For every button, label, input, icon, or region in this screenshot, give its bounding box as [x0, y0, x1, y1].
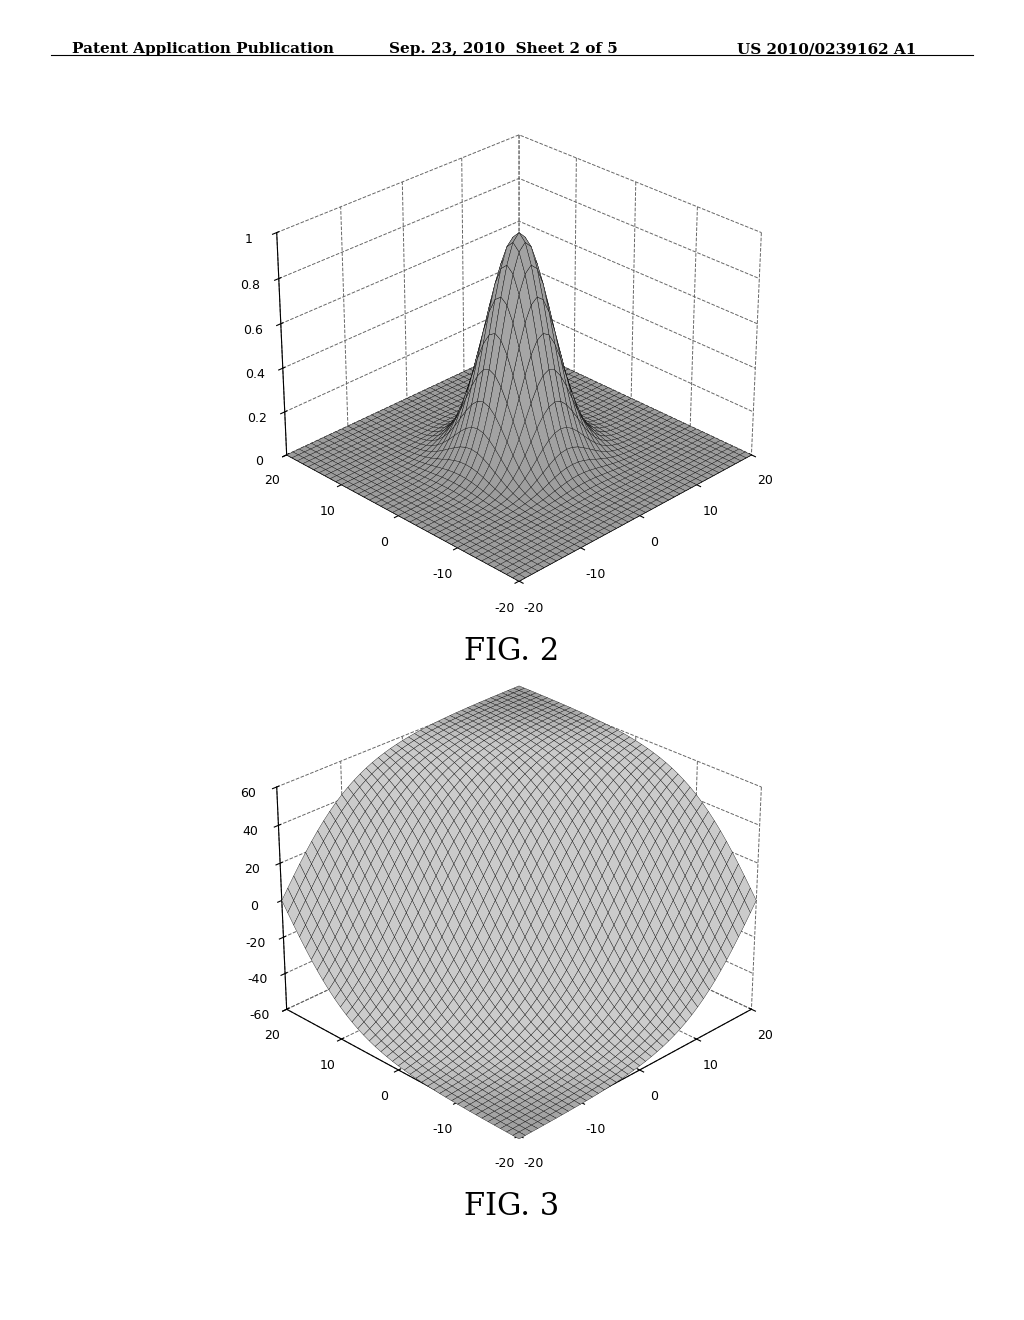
Text: FIG. 2: FIG. 2 [464, 636, 560, 667]
Text: Sep. 23, 2010  Sheet 2 of 5: Sep. 23, 2010 Sheet 2 of 5 [389, 42, 617, 57]
Text: US 2010/0239162 A1: US 2010/0239162 A1 [737, 42, 916, 57]
Text: Patent Application Publication: Patent Application Publication [72, 42, 334, 57]
Text: FIG. 3: FIG. 3 [464, 1191, 560, 1221]
